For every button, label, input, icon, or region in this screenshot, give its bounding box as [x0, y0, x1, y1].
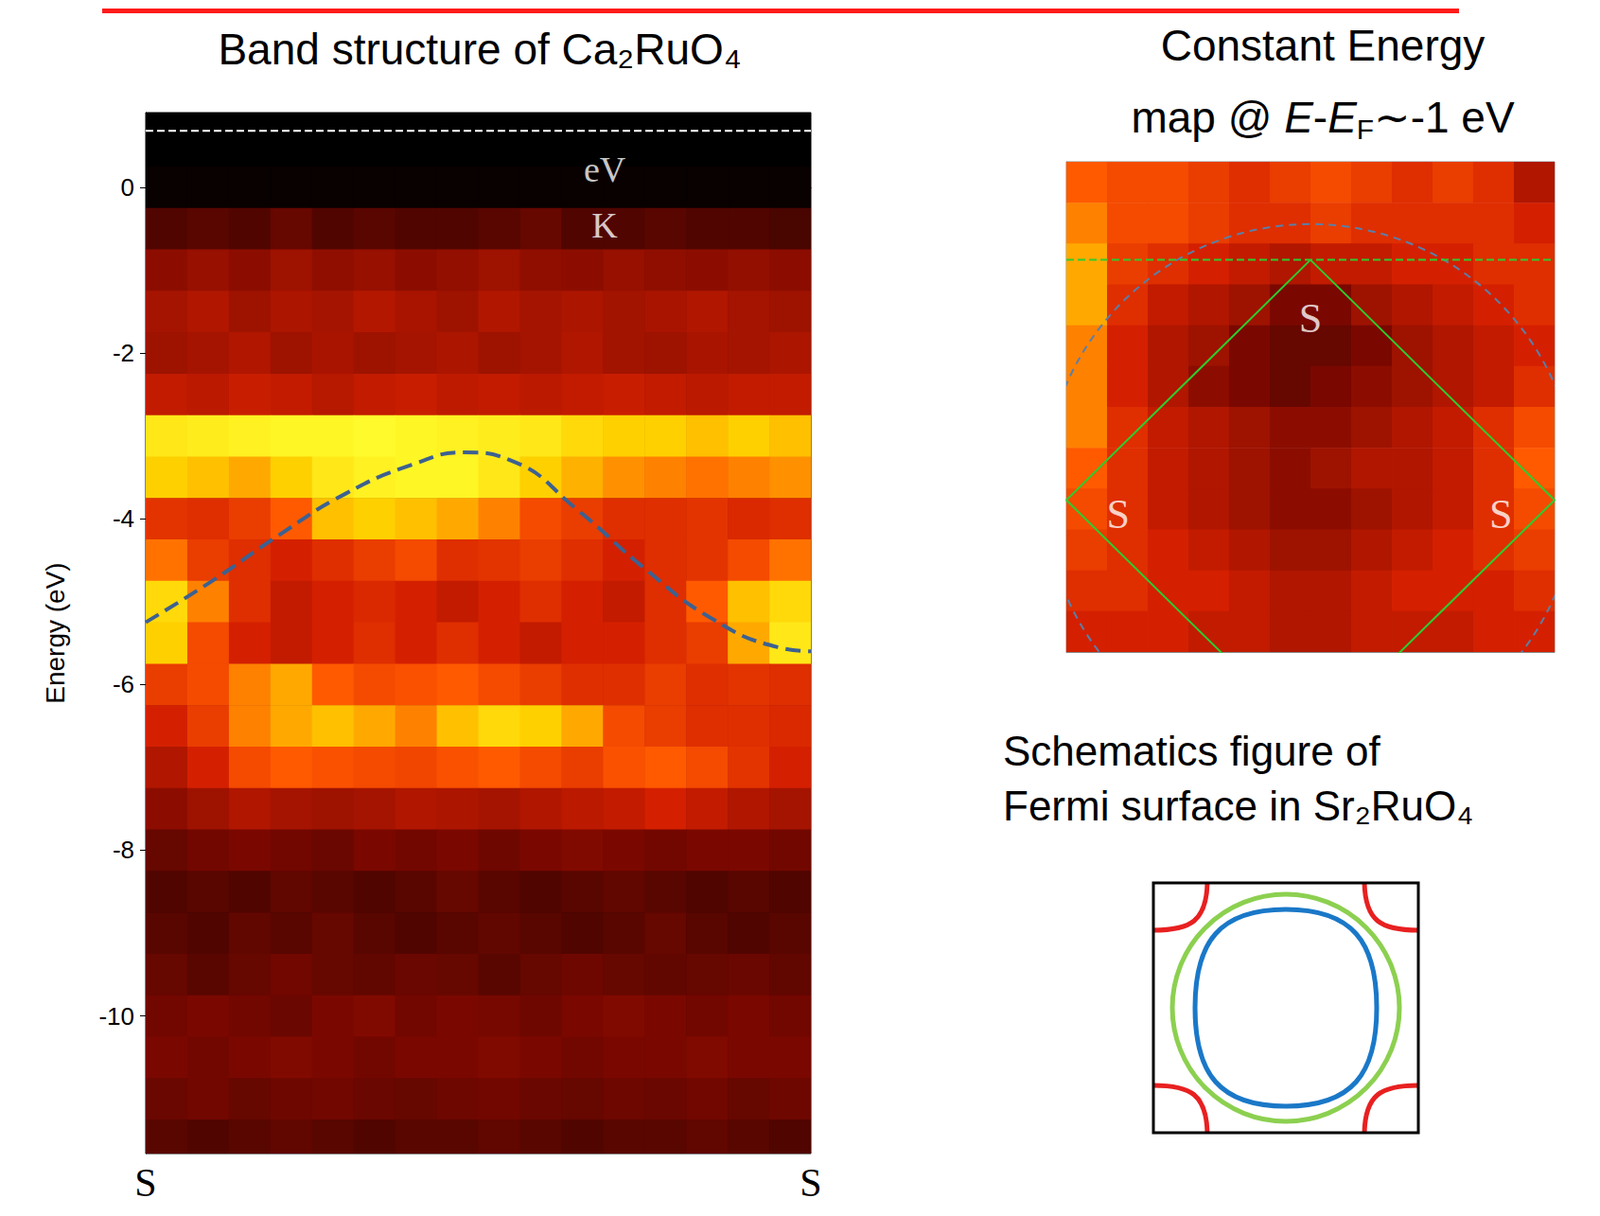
svg-text:S: S — [134, 1160, 157, 1205]
html-text:Fermi surface in Sr₂RuO₄: Fermi surface in Sr₂RuO₄ — [1002, 782, 1474, 829]
svg-text:S: S — [1106, 491, 1129, 538]
svg-text:K: K — [591, 205, 618, 246]
svg-text:-8: -8 — [112, 835, 135, 864]
svg-text:Energy (eV): Energy (eV) — [40, 562, 71, 704]
html-text:map @ E - EF∼-1 eV: map @ E - EF∼-1 eV — [1131, 92, 1515, 146]
svg-text:-6: -6 — [112, 669, 135, 699]
svg-text:S: S — [1299, 295, 1322, 342]
svg-text:eV: eV — [583, 149, 627, 190]
svg-text:S: S — [1489, 491, 1513, 538]
svg-text:-2: -2 — [112, 338, 135, 368]
html-text:Schematics figure of: Schematics figure of — [1002, 727, 1381, 774]
svg-text:-4: -4 — [112, 504, 135, 533]
html-text:Band structure of Ca₂RuO₄: Band structure of Ca₂RuO₄ — [218, 24, 742, 74]
html-text:Constant Energy: Constant Energy — [1160, 20, 1485, 71]
svg-text:S: S — [799, 1160, 822, 1205]
svg-text:0: 0 — [121, 173, 135, 202]
svg-text:-10: -10 — [98, 1002, 135, 1031]
